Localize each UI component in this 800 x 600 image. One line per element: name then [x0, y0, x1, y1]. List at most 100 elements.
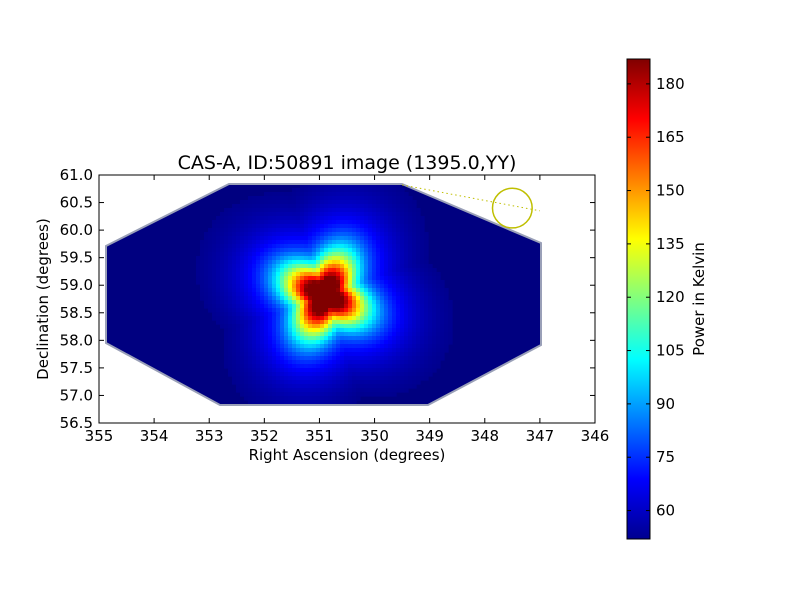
heatmap-cell — [380, 288, 385, 293]
heatmap-cell — [364, 280, 369, 285]
heatmap-cell — [228, 340, 233, 345]
heatmap-cell — [288, 216, 293, 221]
heatmap-cell — [408, 280, 413, 285]
heatmap-cell — [348, 324, 353, 329]
heatmap-cell — [372, 212, 377, 217]
heatmap-cell — [264, 292, 269, 297]
heatmap-cell — [380, 276, 385, 281]
heatmap-cell — [376, 280, 381, 285]
heatmap-cell — [248, 292, 253, 297]
heatmap-cell — [208, 304, 213, 309]
heatmap-cell — [296, 396, 301, 401]
heatmap-cell — [288, 232, 293, 237]
heatmap-cell — [384, 328, 389, 333]
heatmap-cell — [320, 400, 325, 405]
heatmap-cell — [380, 328, 385, 333]
heatmap-cell — [384, 204, 389, 209]
heatmap-cell — [428, 368, 433, 373]
heatmap-cell — [248, 376, 253, 381]
heatmap-cell — [280, 192, 285, 197]
heatmap-cell — [412, 296, 417, 301]
heatmap-cell — [216, 248, 221, 253]
heatmap-cell — [408, 348, 413, 353]
heatmap-cell — [256, 212, 261, 217]
heatmap-cell — [440, 304, 445, 309]
heatmap-cell — [264, 396, 269, 401]
heatmap-cell — [368, 324, 373, 329]
heatmap-cell — [268, 376, 273, 381]
heatmap-cell — [204, 232, 209, 237]
heatmap-cell — [312, 248, 317, 253]
heatmap-cell — [348, 392, 353, 397]
heatmap-cell — [368, 200, 373, 205]
heatmap-cell — [256, 340, 261, 345]
heatmap-cell — [332, 400, 337, 405]
heatmap-cell — [348, 224, 353, 229]
heatmap-cell — [244, 300, 249, 305]
heatmap-cell — [392, 272, 397, 277]
heatmap-cell — [408, 384, 413, 389]
heatmap-cell — [440, 340, 445, 345]
heatmap-cell — [296, 376, 301, 381]
heatmap-cell — [304, 336, 309, 341]
heatmap-cell — [324, 356, 329, 361]
heatmap-cell — [312, 356, 317, 361]
heatmap-cell — [328, 240, 333, 245]
heatmap-cell — [396, 244, 401, 249]
heatmap-cell — [260, 252, 265, 257]
heatmap-cell — [248, 388, 253, 393]
heatmap-cell — [300, 388, 305, 393]
heatmap-cell — [212, 220, 217, 225]
colorbar — [627, 59, 650, 539]
heatmap-cell — [356, 296, 361, 301]
heatmap-cell — [344, 216, 349, 221]
heatmap-cell — [340, 292, 345, 297]
heatmap-cell — [292, 344, 297, 349]
heatmap-cell — [272, 236, 277, 241]
heatmap-cell — [240, 252, 245, 257]
heatmap-cell — [296, 216, 301, 221]
heatmap-cell — [408, 324, 413, 329]
heatmap-cell — [404, 228, 409, 233]
colorbar-tick-label: 180 — [656, 75, 685, 93]
heatmap-cell — [284, 276, 289, 281]
heatmap-cell — [308, 312, 313, 317]
heatmap-cell — [256, 312, 261, 317]
heatmap-cell — [356, 392, 361, 397]
heatmap-cell — [436, 272, 441, 277]
heatmap-cell — [236, 252, 241, 257]
heatmap-cell — [352, 276, 357, 281]
heatmap-cell — [296, 336, 301, 341]
heatmap-cell — [344, 292, 349, 297]
heatmap-cell — [336, 224, 341, 229]
heatmap-cell — [320, 308, 325, 313]
heatmap-cell — [408, 320, 413, 325]
heatmap-cell — [216, 228, 221, 233]
heatmap-cell — [340, 188, 345, 193]
heatmap-cell — [288, 380, 293, 385]
heatmap-cell — [264, 280, 269, 285]
heatmap-cell — [332, 384, 337, 389]
heatmap-cell — [236, 308, 241, 313]
heatmap-cell — [260, 264, 265, 269]
heatmap-cell — [264, 212, 269, 217]
heatmap-cell — [448, 320, 453, 325]
heatmap-cell — [256, 204, 261, 209]
heatmap-cell — [252, 304, 257, 309]
heatmap-cell — [368, 380, 373, 385]
heatmap-cell — [344, 244, 349, 249]
heatmap-cell — [372, 388, 377, 393]
heatmap-cell — [428, 296, 433, 301]
heatmap-cell — [416, 232, 421, 237]
heatmap-cell — [368, 384, 373, 389]
heatmap-cell — [244, 208, 249, 213]
heatmap-cell — [400, 340, 405, 345]
heatmap-cell — [416, 280, 421, 285]
heatmap-cell — [328, 296, 333, 301]
heatmap-cell — [356, 312, 361, 317]
heatmap-cell — [264, 232, 269, 237]
heatmap-cell — [300, 236, 305, 241]
heatmap-cell — [220, 264, 225, 269]
heatmap-cell — [380, 280, 385, 285]
heatmap-cell — [260, 232, 265, 237]
